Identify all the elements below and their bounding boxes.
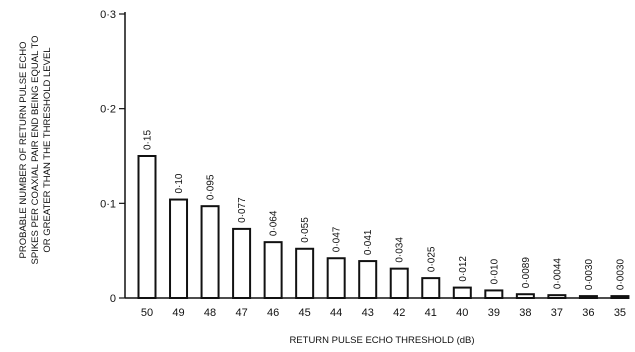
x-tick-label: 37	[551, 307, 563, 319]
bar	[389, 267, 409, 299]
bar	[547, 294, 567, 300]
x-tick-label: 48	[204, 307, 216, 319]
bar-value-label: 0·047	[332, 226, 343, 252]
y-tick-label: 0	[110, 293, 116, 305]
y-axis-label: PROBABLE NUMBER OF RETURN PULSE ECHO SPI…	[18, 36, 53, 265]
bar	[484, 289, 504, 299]
bar-value-label: 0·10	[174, 173, 185, 193]
bar	[358, 260, 378, 299]
y-axis-label-line-3: OR GREATER THAN THE THRESHOLD LEVEL	[42, 47, 53, 252]
bar-value-label: 0·055	[300, 217, 311, 243]
x-tick-label: 50	[141, 307, 153, 319]
y-tick-label: 0·3	[100, 9, 116, 21]
bar	[263, 241, 283, 299]
bar	[452, 286, 472, 300]
bar-value-label: 0·095	[206, 174, 217, 200]
x-axis-label: RETURN PULSE ECHO THRESHOLD (dB)	[289, 335, 474, 346]
bar-value-label: 0·077	[237, 197, 248, 223]
bar	[169, 198, 189, 299]
bar	[326, 257, 346, 299]
y-axis-label-line-1: PROBABLE NUMBER OF RETURN PULSE ECHO	[18, 42, 29, 259]
bar-value-label: 0·034	[395, 237, 406, 263]
bar	[232, 227, 252, 299]
bar-value-label: 0·0044	[552, 258, 563, 290]
x-tick-label: 47	[235, 307, 247, 319]
y-ticks: 0 0·1 0·2 0·3	[100, 9, 125, 305]
x-tick-label: 41	[425, 307, 437, 319]
x-tick-label: 35	[614, 307, 626, 319]
bar	[421, 277, 441, 299]
bar-value-label: 0·064	[269, 210, 280, 236]
x-tick-label: 46	[267, 307, 279, 319]
bars: 0·15 0·10 0·095 0·077 0·064 0·055 0·047 0·041 0·…	[137, 130, 630, 300]
bar	[610, 295, 630, 299]
x-tick-labels: 50 49 48 47 46 45 44 43 42 41 40 39 38 37 36 35	[141, 307, 626, 319]
y-axis-label-line-2: SPIKES PER COAXIAL PAIR END BEING EQUAL …	[30, 36, 41, 265]
x-tick-label: 43	[362, 307, 374, 319]
bar-value-label: 0·0089	[521, 257, 532, 289]
bar-value-label: 0·15	[143, 130, 154, 150]
y-tick-label: 0·2	[100, 104, 116, 116]
bar-value-label: 0·010	[489, 258, 500, 284]
bar	[200, 205, 220, 300]
bar-value-label: 0·0030	[615, 259, 626, 291]
bar	[137, 155, 157, 299]
y-tick-label: 0·1	[100, 198, 116, 210]
x-tick-label: 40	[456, 307, 468, 319]
x-tick-label: 42	[393, 307, 405, 319]
x-tick-label: 36	[582, 307, 594, 319]
x-tick-label: 44	[330, 307, 342, 319]
bar-value-label: 0·012	[458, 256, 469, 282]
x-tick-label: 38	[519, 307, 531, 319]
bar	[515, 293, 535, 300]
bar	[295, 247, 315, 299]
bar-value-label: 0·041	[363, 229, 374, 255]
bar-value-label: 0·025	[426, 246, 437, 272]
x-tick-label: 39	[488, 307, 500, 319]
bar	[578, 295, 598, 299]
x-tick-label: 49	[172, 307, 184, 319]
bar-value-label: 0·0030	[584, 259, 595, 291]
x-tick-label: 45	[299, 307, 311, 319]
